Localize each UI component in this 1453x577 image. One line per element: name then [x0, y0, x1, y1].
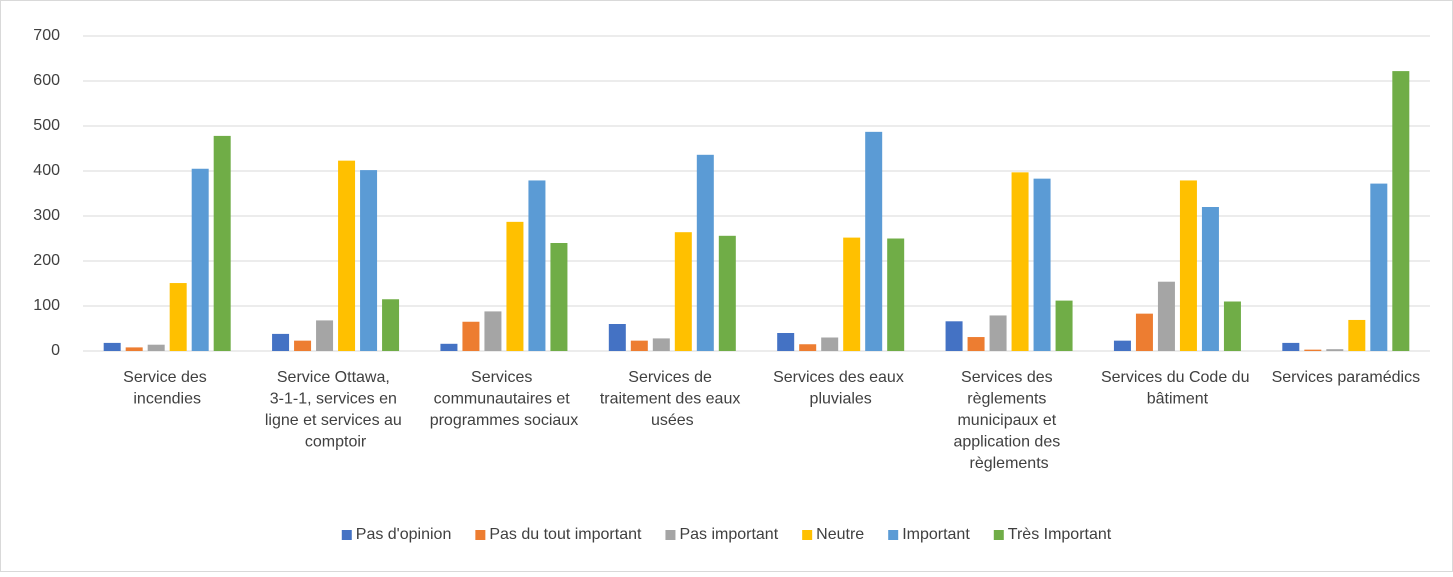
bar: [1157, 281, 1175, 351]
bar: [1282, 342, 1300, 351]
bar: [1223, 301, 1241, 351]
legend-label: Pas du tout important: [489, 526, 642, 543]
legend-swatch: [993, 530, 1004, 540]
bar: [272, 333, 290, 351]
bar: [1179, 180, 1197, 351]
x-tick-label: Service des incendies: [123, 369, 211, 408]
bar: [316, 320, 334, 351]
bar: [338, 160, 356, 351]
x-tick-label: Services du Code du bâtiment: [1101, 369, 1254, 408]
bar: [945, 321, 963, 351]
bar: [696, 154, 714, 351]
bar: [1201, 207, 1219, 351]
bar: [989, 315, 1007, 351]
x-tick-label: Services communautaires et programmes so…: [430, 369, 579, 429]
x-tick-label: Service Ottawa, 3-1-1, services en ligne…: [265, 369, 406, 451]
legend-label: Très Important: [1008, 526, 1112, 543]
y-tick-label: 400: [33, 162, 60, 179]
bar: [294, 340, 312, 351]
bar: [169, 283, 187, 351]
bar: [550, 243, 568, 351]
bar: [674, 232, 692, 351]
legend-swatch: [802, 530, 813, 540]
bar: [1135, 313, 1153, 351]
x-tick-label: Services des règlements municipaux et ap…: [953, 369, 1064, 472]
bar: [608, 324, 626, 351]
bar: [1055, 300, 1073, 351]
legend-label: Neutre: [816, 526, 864, 543]
legend-swatch: [888, 530, 899, 540]
bar: [1113, 340, 1131, 351]
y-tick-label: 300: [33, 207, 60, 224]
bar: [843, 237, 861, 351]
legend-label: Pas important: [679, 526, 778, 543]
bar: [147, 344, 165, 351]
y-tick-label: 600: [33, 72, 60, 89]
bar: [360, 170, 378, 351]
bar: [528, 180, 546, 351]
bar: [1392, 71, 1410, 351]
y-tick-label: 100: [33, 297, 60, 314]
legend-swatch: [665, 530, 676, 540]
bar: [103, 342, 121, 351]
legend-swatch: [341, 530, 352, 540]
bar: [213, 135, 231, 351]
bar: [1326, 349, 1344, 351]
y-tick-label: 0: [51, 342, 60, 359]
bar: [777, 333, 795, 351]
bar: [718, 235, 736, 351]
legend-label: Pas d'opinion: [356, 526, 452, 543]
x-tick-label: Services paramédics: [1272, 369, 1421, 386]
bar: [382, 299, 400, 351]
bar: [1304, 349, 1322, 351]
bar: [506, 221, 524, 351]
x-tick-label: Services de traitement des eaux usées: [600, 369, 745, 429]
bar: [1033, 178, 1051, 351]
bar: [865, 131, 883, 351]
y-tick-label: 500: [33, 117, 60, 134]
bar: [821, 337, 839, 351]
bar: [191, 168, 209, 351]
x-tick-label: Services des eaux pluviales: [773, 369, 908, 408]
bar: [1348, 319, 1366, 351]
bar: [125, 347, 143, 351]
bar: [967, 337, 985, 351]
bar: [630, 340, 648, 351]
bar: [462, 321, 480, 351]
bar: [1011, 172, 1029, 351]
bar: [887, 238, 905, 351]
y-tick-label: 200: [33, 252, 60, 269]
legend-swatch: [475, 530, 486, 540]
bar: [652, 338, 670, 351]
legend-label: Important: [902, 526, 970, 543]
bar: [484, 311, 502, 351]
bar: [799, 344, 817, 351]
y-tick-label: 700: [33, 27, 60, 44]
bar: [440, 343, 458, 351]
bar: [1370, 183, 1388, 351]
